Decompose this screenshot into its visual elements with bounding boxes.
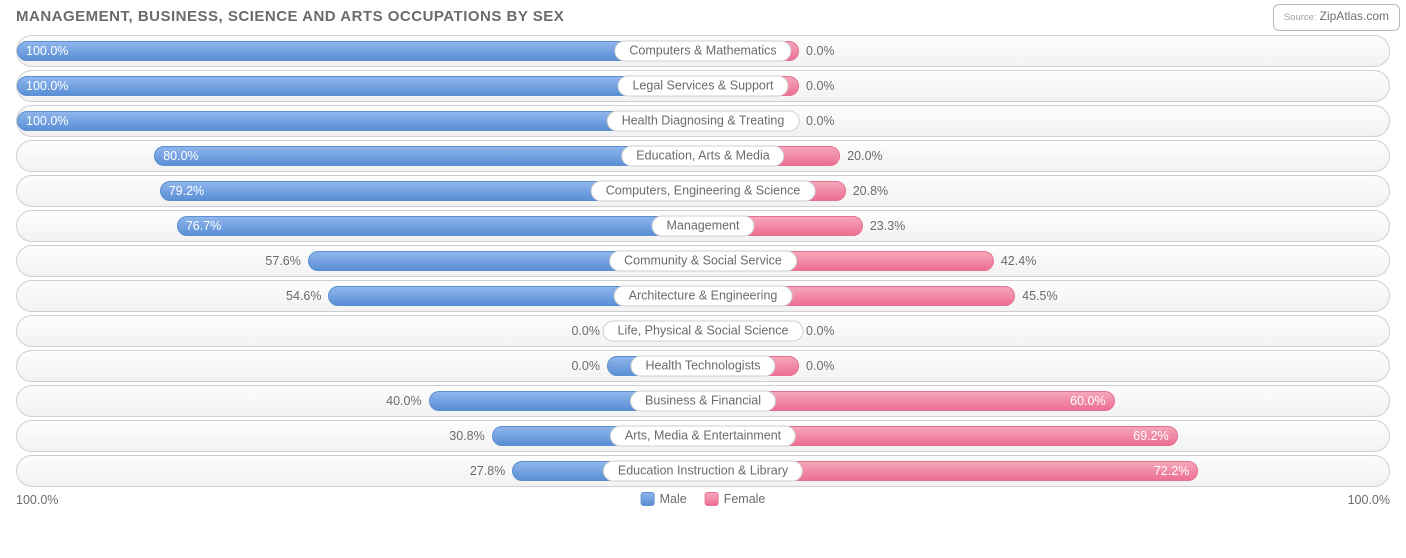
chart-row: 76.7% 23.3% Management [16, 210, 1390, 242]
female-value: 45.5% [1022, 289, 1057, 303]
category-label: Life, Physical & Social Science [603, 321, 804, 342]
male-value: 100.0% [26, 114, 68, 128]
source-attribution: Source: ZipAtlas.com [1273, 4, 1400, 31]
male-bar: 76.7% [177, 216, 703, 236]
category-label: Business & Financial [630, 391, 776, 412]
chart-row: 0.0% 0.0%Life, Physical & Social Science [16, 315, 1390, 347]
male-half: 76.7% [17, 211, 703, 241]
male-half: 100.0% [17, 106, 703, 136]
male-half: 57.6% [17, 246, 703, 276]
category-label: Management [652, 216, 755, 237]
male-value: 57.6% [265, 254, 300, 268]
female-value: 72.2% [1154, 464, 1189, 478]
female-swatch-icon [705, 492, 719, 506]
chart-row: 0.0% 0.0% Health Technologists [16, 350, 1390, 382]
male-half: 54.6% [17, 281, 703, 311]
male-value: 0.0% [571, 359, 600, 373]
female-value: 60.0% [1070, 394, 1105, 408]
category-label: Education Instruction & Library [603, 461, 803, 482]
male-value: 27.8% [470, 464, 505, 478]
female-value: 0.0% [806, 114, 835, 128]
male-half: 27.8% [17, 456, 703, 486]
axis-tick-left: 100.0% [16, 493, 58, 507]
source-label: Source: [1284, 12, 1317, 23]
category-label: Health Technologists [630, 356, 775, 377]
female-half: 0.0% [703, 316, 1389, 346]
male-value: 76.7% [186, 219, 221, 233]
female-half: 69.2% [703, 421, 1389, 451]
category-label: Education, Arts & Media [621, 146, 784, 167]
female-value: 20.0% [847, 149, 882, 163]
chart-row: 100.0% 0.0% Legal Services & Support [16, 70, 1390, 102]
female-half: 45.5% [703, 281, 1389, 311]
chart-rows: 100.0% 0.0% Computers & Mathematics 100.0% 0… [16, 35, 1390, 487]
male-bar: 100.0% [17, 76, 703, 96]
female-value: 42.4% [1001, 254, 1036, 268]
female-value: 0.0% [806, 44, 835, 58]
category-label: Community & Social Service [609, 251, 797, 272]
chart-row: 100.0% 0.0% Computers & Mathematics [16, 35, 1390, 67]
male-value: 79.2% [169, 184, 204, 198]
chart-container: MANAGEMENT, BUSINESS, SCIENCE AND ARTS O… [0, 0, 1406, 558]
female-value: 23.3% [870, 219, 905, 233]
male-value: 40.0% [386, 394, 421, 408]
female-value: 0.0% [806, 324, 835, 338]
x-axis: 100.0% 100.0% Male Female [16, 490, 1390, 514]
male-value: 30.8% [449, 429, 484, 443]
chart-row: 30.8% 69.2% Arts, Media & Entertainment [16, 420, 1390, 452]
female-half: 0.0% [703, 36, 1389, 66]
male-bar: 100.0% [17, 41, 703, 61]
female-half: 42.4% [703, 246, 1389, 276]
chart-row: 40.0% 60.0% Business & Financial [16, 385, 1390, 417]
male-half: 80.0% [17, 141, 703, 171]
female-half: 72.2% [703, 456, 1389, 486]
legend: Male Female [641, 492, 766, 506]
female-value: 69.2% [1133, 429, 1168, 443]
legend-male-label: Male [660, 492, 687, 506]
male-bar: 100.0% [17, 111, 703, 131]
male-value: 80.0% [163, 149, 198, 163]
female-half: 20.0% [703, 141, 1389, 171]
category-label: Legal Services & Support [617, 76, 788, 97]
category-label: Computers, Engineering & Science [591, 181, 816, 202]
male-half: 30.8% [17, 421, 703, 451]
category-label: Architecture & Engineering [614, 286, 793, 307]
legend-male: Male [641, 492, 687, 506]
category-label: Arts, Media & Entertainment [610, 426, 796, 447]
female-half: 0.0% [703, 106, 1389, 136]
male-value: 100.0% [26, 44, 68, 58]
male-value: 54.6% [286, 289, 321, 303]
female-half: 0.0% [703, 351, 1389, 381]
chart-row: 57.6% 42.4% Community & Social Service [16, 245, 1390, 277]
male-swatch-icon [641, 492, 655, 506]
chart-row: 54.6% 45.5% Architecture & Engineering [16, 280, 1390, 312]
chart-row: 80.0% 20.0% Education, Arts & Media [16, 140, 1390, 172]
axis-tick-right: 100.0% [1348, 493, 1390, 507]
male-half: 100.0% [17, 71, 703, 101]
male-value: 0.0% [571, 324, 600, 338]
chart-row: 100.0% 0.0% Health Diagnosing & Treating [16, 105, 1390, 137]
female-value: 0.0% [806, 79, 835, 93]
category-label: Computers & Mathematics [614, 41, 791, 62]
category-label: Health Diagnosing & Treating [607, 111, 800, 132]
female-half: 60.0% [703, 386, 1389, 416]
chart-title: MANAGEMENT, BUSINESS, SCIENCE AND ARTS O… [16, 8, 1390, 25]
chart-row: 79.2% 20.8% Computers, Engineering & Scien… [16, 175, 1390, 207]
female-value: 20.8% [853, 184, 888, 198]
male-value: 100.0% [26, 79, 68, 93]
legend-female-label: Female [724, 492, 766, 506]
female-half: 23.3% [703, 211, 1389, 241]
female-half: 0.0% [703, 71, 1389, 101]
chart-row: 27.8% 72.2% Education Instruction & Librar… [16, 455, 1390, 487]
male-half: 100.0% [17, 36, 703, 66]
male-half: 0.0% [17, 316, 703, 346]
male-half: 40.0% [17, 386, 703, 416]
legend-female: Female [705, 492, 766, 506]
female-value: 0.0% [806, 359, 835, 373]
source-value: ZipAtlas.com [1320, 9, 1389, 23]
male-half: 0.0% [17, 351, 703, 381]
